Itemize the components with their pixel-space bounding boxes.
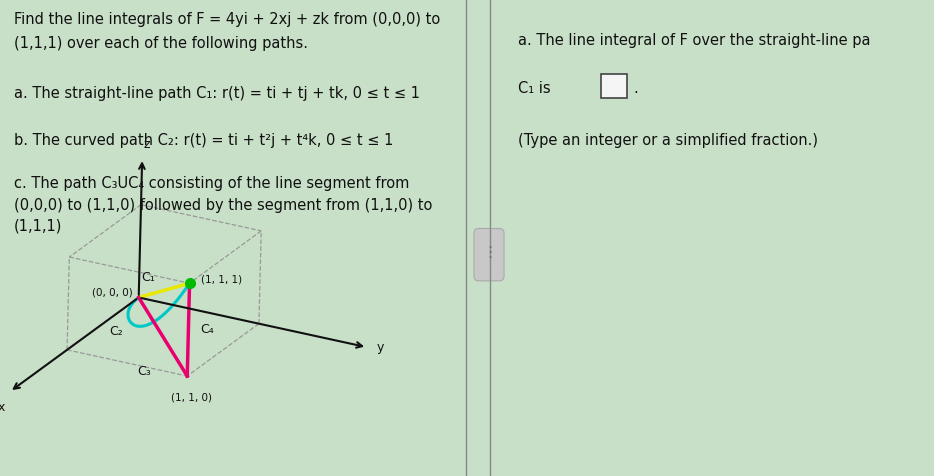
Text: (0, 0, 0): (0, 0, 0) [92, 288, 134, 298]
Text: a. The line integral of F over the straight-line pa: a. The line integral of F over the strai… [518, 33, 870, 49]
Text: y: y [376, 341, 384, 354]
Text: b. The curved path C₂: r(t) = ti + t²j + t⁴k, 0 ≤ t ≤ 1: b. The curved path C₂: r(t) = ti + t²j +… [14, 133, 393, 149]
Text: (Type an integer or a simplified fraction.): (Type an integer or a simplified fractio… [518, 133, 818, 149]
Text: c. The path C₃UC₄ consisting of the line segment from: c. The path C₃UC₄ consisting of the line… [14, 176, 409, 191]
Text: .: . [633, 81, 638, 96]
Text: C₄: C₄ [200, 323, 214, 336]
Text: z: z [144, 138, 150, 151]
FancyBboxPatch shape [474, 228, 504, 281]
FancyBboxPatch shape [601, 74, 627, 98]
Text: (1, 1, 0): (1, 1, 0) [171, 393, 212, 403]
Text: (1, 1, 1): (1, 1, 1) [201, 274, 242, 285]
Text: (0,0,0) to (1,1,0) followed by the segment from (1,1,0) to: (0,0,0) to (1,1,0) followed by the segme… [14, 198, 432, 213]
Text: (1,1,1): (1,1,1) [14, 219, 63, 234]
Text: C₁: C₁ [141, 271, 155, 284]
Text: x: x [0, 401, 5, 414]
Text: (1,1,1) over each of the following paths.: (1,1,1) over each of the following paths… [14, 36, 308, 51]
Text: a. The straight-line path C₁: r(t) = ti + tj + tk, 0 ≤ t ≤ 1: a. The straight-line path C₁: r(t) = ti … [14, 86, 420, 101]
Text: C₂: C₂ [109, 326, 123, 338]
Text: ⋮: ⋮ [483, 245, 498, 260]
Text: Find the line integrals of F = 4yi + 2xj + zk from (0,0,0) to: Find the line integrals of F = 4yi + 2xj… [14, 12, 440, 27]
Text: C₃: C₃ [137, 365, 151, 378]
Text: C₁ is: C₁ is [518, 81, 550, 96]
